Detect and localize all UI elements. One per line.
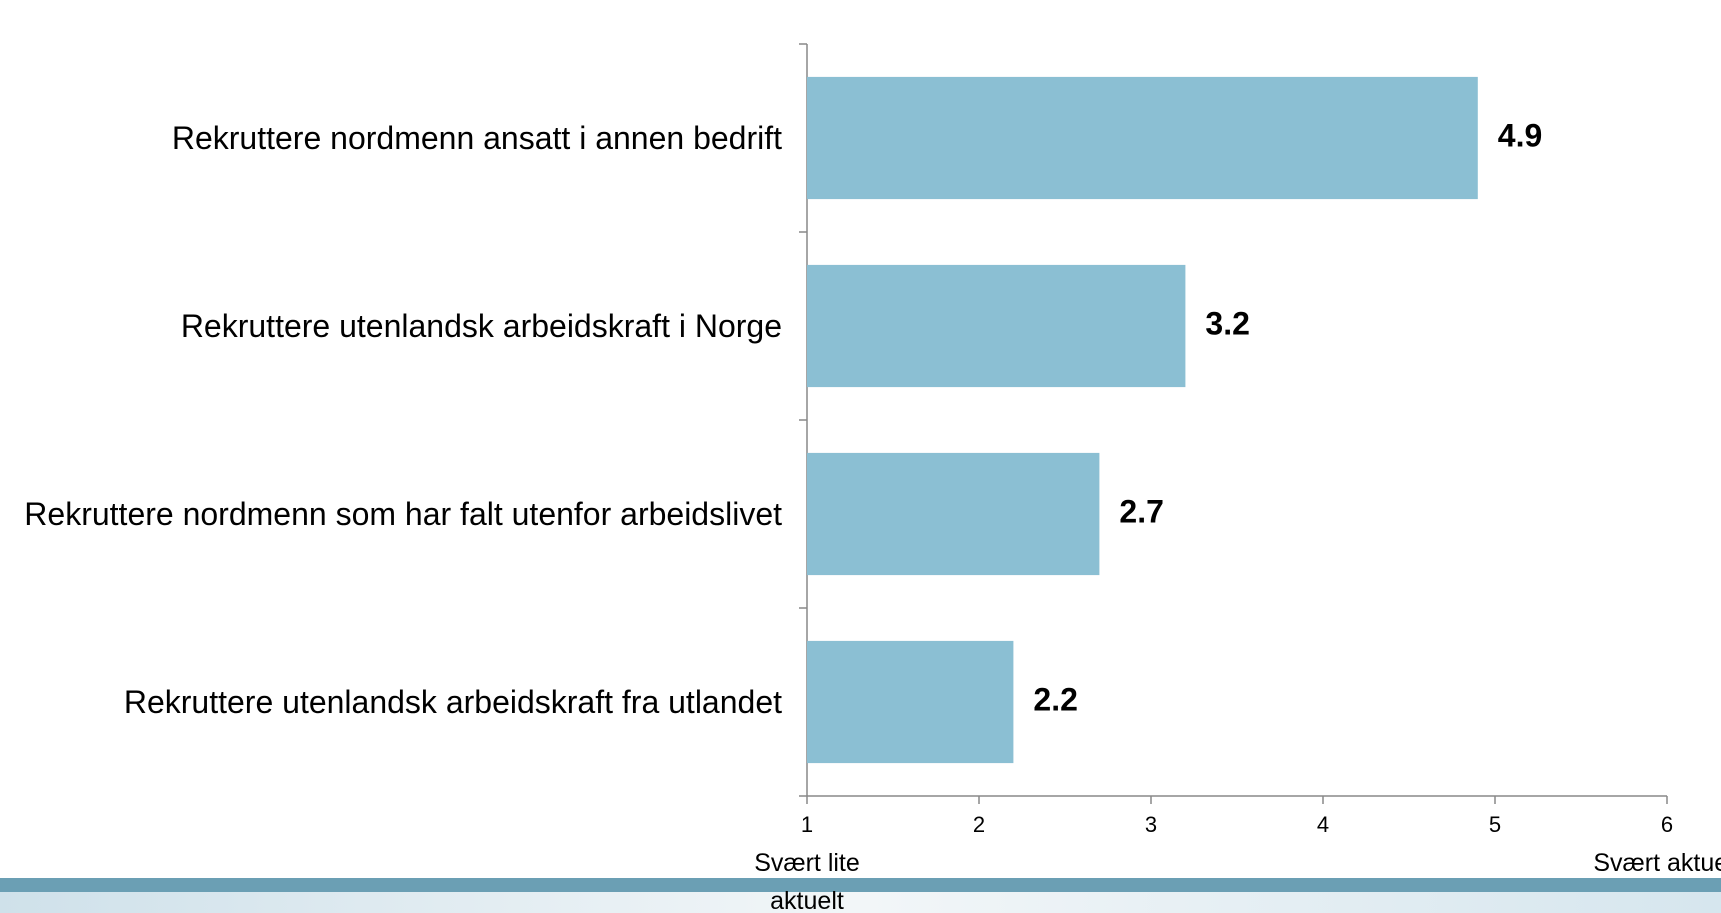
x-tick-label: 1 xyxy=(801,812,813,837)
bar xyxy=(807,77,1478,199)
value-label: 2.2 xyxy=(1033,681,1077,717)
value-label: 3.2 xyxy=(1205,305,1249,341)
axis-annotation: Svært aktuelt xyxy=(1592,844,1721,882)
x-tick-label: 4 xyxy=(1317,812,1329,837)
value-label: 4.9 xyxy=(1498,117,1542,153)
value-label: 2.7 xyxy=(1119,493,1163,529)
x-tick-label: 3 xyxy=(1145,812,1157,837)
category-label: Rekruttere utenlandsk arbeidskraft fra u… xyxy=(124,682,782,722)
page: 1 2 3 4 5 6 4.9 3.2 2.7 2.2 Svært lite aktuelt Svæ… xyxy=(0,0,1721,913)
bar xyxy=(807,453,1099,575)
category-label: Rekruttere utenlandsk arbeidskraft i Nor… xyxy=(181,306,782,346)
x-tick-label: 5 xyxy=(1489,812,1501,837)
bar xyxy=(807,641,1013,763)
bar xyxy=(807,265,1185,387)
category-label: Rekruttere nordmenn som har falt utenfor… xyxy=(24,494,782,534)
x-tick-label: 2 xyxy=(973,812,985,837)
x-tick-label: 6 xyxy=(1661,812,1673,837)
axis-annotation: Svært lite aktuelt xyxy=(732,844,882,913)
category-label: Rekruttere nordmenn ansatt i annen bedri… xyxy=(172,118,782,158)
